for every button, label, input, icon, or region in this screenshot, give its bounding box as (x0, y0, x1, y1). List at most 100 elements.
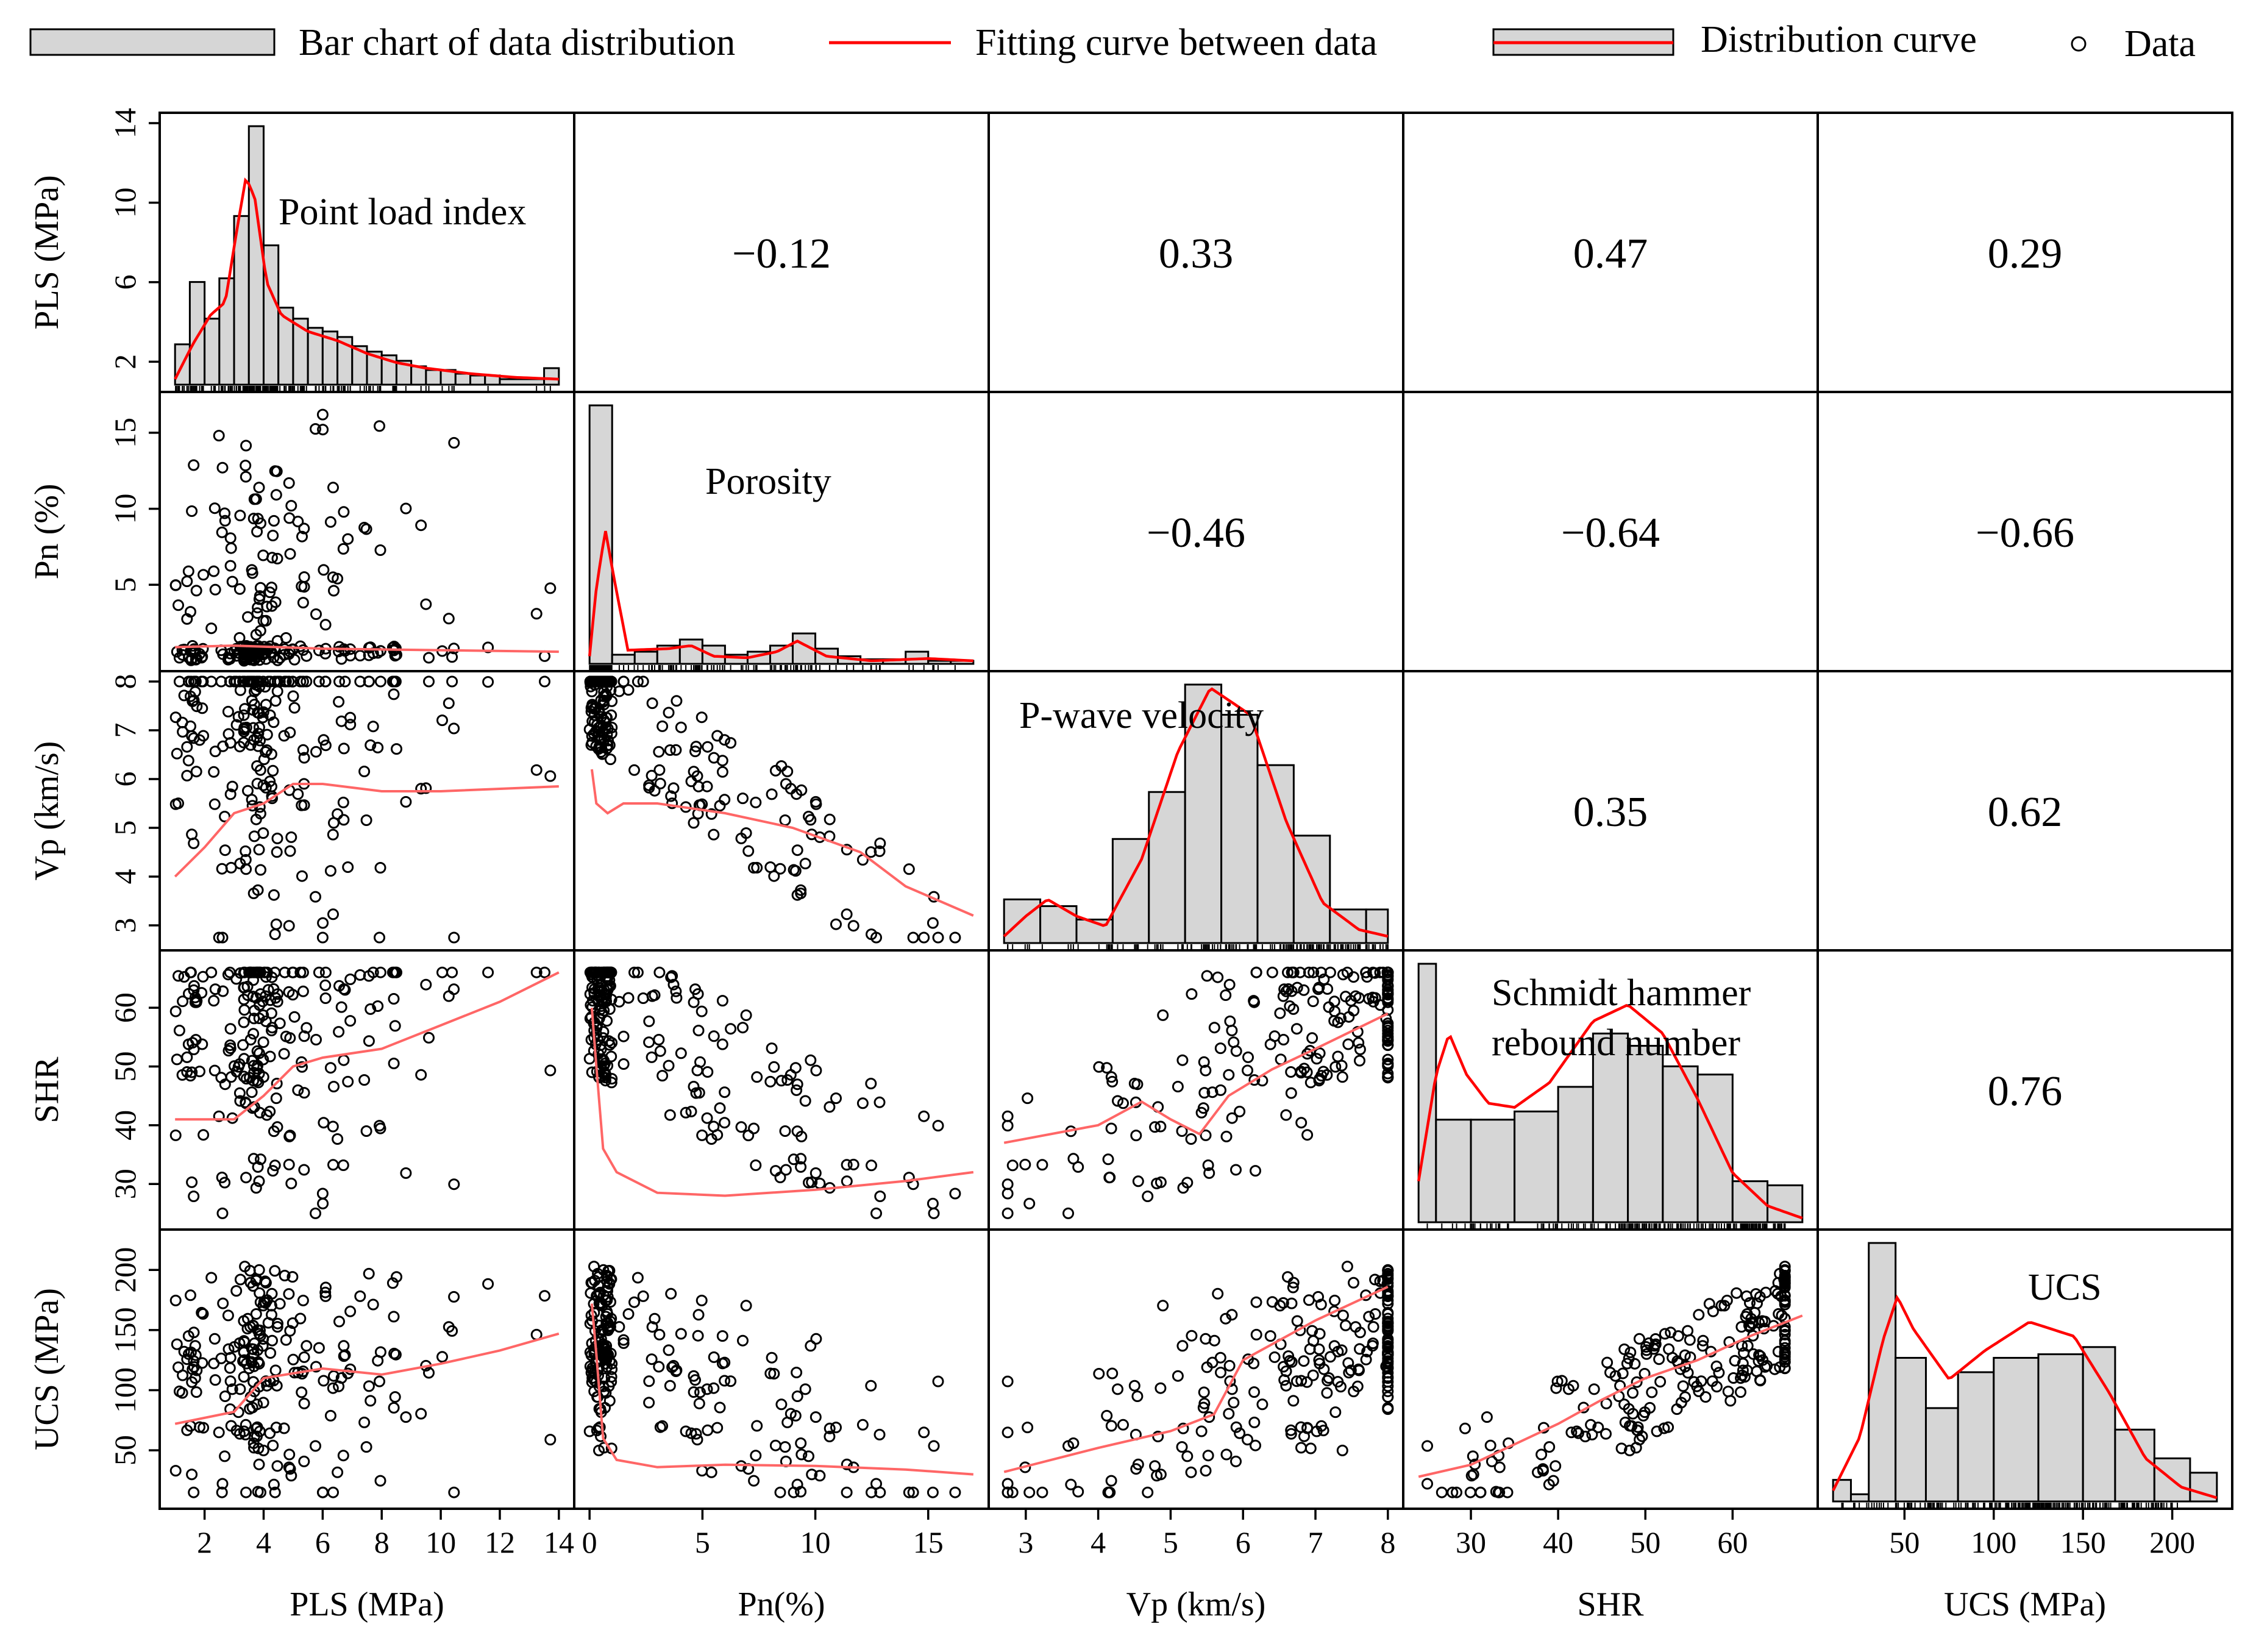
data-point (264, 1427, 276, 1439)
data-point (1157, 1009, 1169, 1021)
data-point (1228, 1036, 1240, 1049)
hist-bar (1895, 1356, 1927, 1503)
data-point (283, 920, 295, 932)
data-point (337, 1159, 349, 1171)
variable-name-SHR: Schmidt hammer (1492, 972, 1751, 1014)
data-point (283, 1448, 296, 1461)
data-point (688, 1081, 700, 1092)
data-point (225, 542, 237, 554)
data-point (1248, 996, 1260, 1008)
data-point (264, 586, 276, 599)
data-point (1234, 1427, 1246, 1439)
data-point (267, 764, 279, 777)
data-point (585, 966, 597, 978)
correlation-Pn-UCS: −0.66 (1976, 510, 2074, 557)
data-point (222, 728, 235, 740)
x-tick-label: 10 (800, 1525, 831, 1559)
data-point (335, 1001, 347, 1013)
data-point (374, 1346, 386, 1358)
data-point (1283, 1350, 1295, 1362)
data-point (622, 1308, 635, 1320)
data-point (190, 1386, 202, 1398)
hist-bar (2037, 1353, 2084, 1503)
data-point (596, 1007, 608, 1019)
data-point (775, 760, 788, 772)
data-point (338, 983, 350, 995)
data-point (791, 1478, 803, 1490)
data-point (310, 1440, 321, 1452)
data-point (232, 1061, 244, 1073)
data-point (268, 1478, 280, 1490)
hist-bar (543, 367, 560, 386)
data-point (226, 1383, 238, 1395)
data-point (701, 1112, 713, 1124)
data-point (173, 675, 185, 688)
data-point (799, 1383, 811, 1395)
data-point (1306, 1325, 1318, 1337)
data-point (1311, 1425, 1323, 1437)
data-point (239, 703, 251, 715)
x-axis-title-PLS: PLS (MPa) (290, 1586, 444, 1623)
data-point (874, 1191, 886, 1202)
x-tick-label: 200 (2149, 1525, 2195, 1559)
data-point (1609, 1370, 1621, 1382)
data-point (1022, 1092, 1034, 1105)
data-point (269, 1265, 281, 1277)
data-point (795, 1153, 807, 1165)
data-point (643, 1036, 655, 1049)
data-point (271, 846, 283, 858)
data-point (595, 1298, 607, 1311)
y-tick-label: 6 (108, 274, 142, 290)
data-point (597, 1032, 609, 1044)
data-point (810, 1333, 822, 1345)
data-point (219, 1078, 231, 1091)
data-point (176, 644, 188, 656)
data-point (365, 1003, 377, 1015)
hist-bar (678, 638, 703, 665)
data-point (297, 985, 309, 997)
data-point (247, 1059, 260, 1072)
data-point (742, 845, 755, 857)
legend: Bar chart of data distribution Fitting c… (29, 19, 2196, 65)
correlation-PLS-Pn: −0.12 (732, 230, 831, 277)
data-point (870, 931, 882, 944)
data-point (1467, 1469, 1479, 1481)
data-point (1731, 1287, 1743, 1299)
data-point (874, 845, 886, 857)
data-point (240, 845, 252, 857)
data-point (1248, 1074, 1261, 1086)
data-point (1382, 1280, 1394, 1292)
data-point (670, 744, 682, 756)
data-point (1737, 1364, 1749, 1376)
data-point (1312, 983, 1324, 995)
data-point (830, 1092, 842, 1105)
data-point (415, 1069, 427, 1081)
data-point (178, 689, 190, 702)
data-point (247, 966, 259, 978)
data-point (594, 1421, 606, 1433)
data-point (240, 1428, 252, 1440)
data-point (247, 649, 259, 661)
data-point (423, 1367, 435, 1379)
legend-bar-label: Bar chart of data distribution (299, 22, 735, 63)
data-point (1198, 1397, 1211, 1409)
data-point (283, 512, 296, 524)
data-point (690, 1087, 702, 1099)
data-point (224, 1023, 237, 1035)
data-point (285, 831, 297, 843)
hist-bar (247, 125, 265, 386)
data-point (280, 1334, 292, 1346)
data-point (1706, 1375, 1718, 1387)
data-point (244, 1403, 256, 1415)
data-point (764, 861, 777, 873)
data-point (177, 726, 189, 738)
hist-bar (425, 369, 442, 386)
data-point (1117, 1097, 1129, 1109)
data-point (436, 966, 448, 978)
hist-bar (1220, 714, 1259, 944)
data-point (1742, 1340, 1754, 1352)
data-point (216, 1486, 228, 1498)
data-point (725, 1023, 737, 1035)
data-point (719, 1117, 731, 1129)
data-point (1277, 1297, 1289, 1309)
